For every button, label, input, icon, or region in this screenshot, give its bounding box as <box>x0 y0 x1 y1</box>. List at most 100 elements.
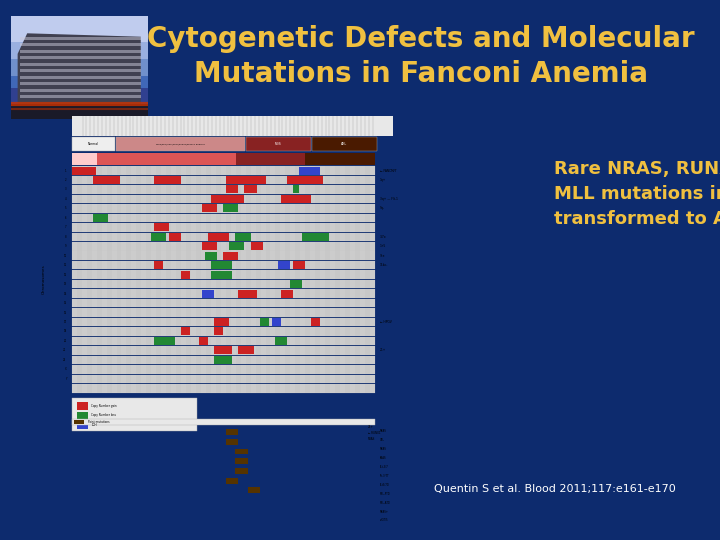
Bar <box>136 204 141 213</box>
Bar <box>235 233 251 241</box>
Bar <box>102 242 107 251</box>
Bar <box>251 308 256 317</box>
Bar <box>340 384 345 393</box>
Bar <box>166 299 171 307</box>
Bar <box>315 365 320 374</box>
Bar <box>226 204 230 213</box>
Bar <box>226 223 230 232</box>
Bar <box>171 280 176 288</box>
Bar <box>261 261 266 269</box>
Bar <box>191 384 196 393</box>
Bar <box>216 185 221 194</box>
Bar <box>112 195 117 203</box>
Bar <box>246 289 251 298</box>
Bar <box>86 308 91 317</box>
Bar <box>246 375 251 383</box>
Bar <box>171 261 176 269</box>
Bar <box>240 356 246 364</box>
Bar <box>320 166 325 175</box>
Bar <box>271 308 276 317</box>
Bar <box>86 346 91 355</box>
Bar <box>156 384 161 393</box>
Bar <box>141 176 146 184</box>
Bar <box>251 318 256 326</box>
Bar <box>136 289 141 298</box>
Bar <box>86 195 91 203</box>
Text: NRAS: NRAS <box>368 437 375 441</box>
Bar <box>112 252 117 260</box>
Bar <box>310 308 315 317</box>
Bar <box>171 252 176 260</box>
Bar <box>335 336 340 345</box>
Bar <box>151 280 156 288</box>
Bar <box>127 318 132 326</box>
Bar <box>141 261 146 269</box>
Bar <box>181 185 186 194</box>
Bar <box>251 214 256 222</box>
Bar <box>201 318 206 326</box>
Bar <box>196 252 201 260</box>
Bar <box>266 185 271 194</box>
Bar <box>310 384 315 393</box>
Bar <box>205 252 217 260</box>
Bar <box>325 336 330 345</box>
Bar <box>221 195 226 203</box>
Bar <box>141 308 146 317</box>
Bar <box>310 176 315 184</box>
Bar <box>285 214 290 222</box>
Bar <box>82 299 86 307</box>
Bar <box>171 166 176 175</box>
Bar <box>230 195 235 203</box>
Text: Rare NRAS, RUNX1, Flt-3 and
MLL mutations in FA that
transformed to AML: Rare NRAS, RUNX1, Flt-3 and MLL mutation… <box>554 160 720 228</box>
Bar <box>156 153 161 165</box>
Bar <box>186 327 191 336</box>
Bar <box>335 299 340 307</box>
Bar <box>151 233 156 241</box>
Bar <box>340 318 345 326</box>
Bar <box>271 299 276 307</box>
Bar <box>310 242 315 251</box>
Bar <box>191 280 196 288</box>
Bar <box>86 356 91 364</box>
Bar <box>271 195 276 203</box>
Bar <box>72 271 77 279</box>
Bar <box>82 214 86 222</box>
Bar <box>117 308 122 317</box>
Bar <box>235 365 240 374</box>
Bar <box>340 271 345 279</box>
Bar <box>132 261 136 269</box>
Bar <box>82 233 86 241</box>
Bar <box>86 365 91 374</box>
Text: 18: 18 <box>63 329 66 334</box>
Bar <box>240 289 246 298</box>
Bar <box>102 384 107 393</box>
Bar <box>330 336 335 345</box>
Bar <box>127 261 132 269</box>
Bar <box>370 252 374 260</box>
Bar <box>168 233 181 241</box>
Bar <box>365 176 370 184</box>
Bar <box>146 233 151 241</box>
Bar <box>206 261 211 269</box>
Bar <box>186 195 191 203</box>
Bar <box>117 327 122 336</box>
Bar <box>211 375 216 383</box>
Bar <box>290 195 295 203</box>
Bar <box>246 176 251 184</box>
Bar <box>350 223 355 232</box>
Bar <box>370 375 374 383</box>
Bar <box>320 195 325 203</box>
Bar <box>161 242 166 251</box>
Bar <box>132 214 136 222</box>
Bar <box>365 384 370 393</box>
Bar <box>226 318 230 326</box>
Bar <box>102 336 107 345</box>
Bar <box>127 252 132 260</box>
Bar <box>151 261 156 269</box>
Bar <box>226 195 230 203</box>
Bar <box>266 176 271 184</box>
Bar <box>256 223 261 232</box>
Bar <box>102 223 107 232</box>
Bar <box>215 318 230 326</box>
Bar <box>295 299 300 307</box>
